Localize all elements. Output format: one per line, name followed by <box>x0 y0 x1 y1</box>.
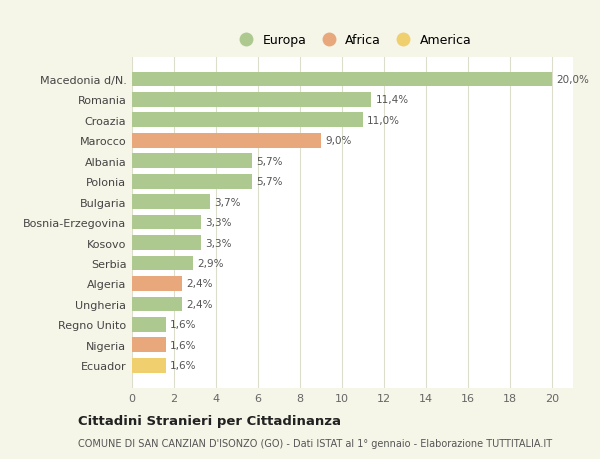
Bar <box>132 215 202 230</box>
Text: 3,3%: 3,3% <box>205 218 232 228</box>
Text: 1,6%: 1,6% <box>170 319 196 330</box>
Text: 2,4%: 2,4% <box>187 299 213 309</box>
Text: 5,7%: 5,7% <box>256 157 283 166</box>
Bar <box>132 174 252 189</box>
Text: 11,0%: 11,0% <box>367 116 400 126</box>
Text: COMUNE DI SAN CANZIAN D'ISONZO (GO) - Dati ISTAT al 1° gennaio - Elaborazione TU: COMUNE DI SAN CANZIAN D'ISONZO (GO) - Da… <box>78 438 552 448</box>
Bar <box>132 134 321 148</box>
Bar <box>132 73 552 87</box>
Text: Cittadini Stranieri per Cittadinanza: Cittadini Stranieri per Cittadinanza <box>78 414 341 428</box>
Bar <box>132 195 210 210</box>
Text: 1,6%: 1,6% <box>170 340 196 350</box>
Text: 2,9%: 2,9% <box>197 258 224 269</box>
Bar <box>132 317 166 332</box>
Legend: Europa, Africa, America: Europa, Africa, America <box>233 34 472 47</box>
Text: 11,4%: 11,4% <box>376 95 409 105</box>
Bar <box>132 338 166 353</box>
Bar <box>132 235 202 250</box>
Bar <box>132 113 363 128</box>
Text: 20,0%: 20,0% <box>556 75 589 85</box>
Text: 3,3%: 3,3% <box>205 238 232 248</box>
Text: 3,7%: 3,7% <box>214 197 241 207</box>
Bar <box>132 276 182 291</box>
Bar <box>132 93 371 107</box>
Bar <box>132 154 252 169</box>
Bar <box>132 297 182 312</box>
Text: 2,4%: 2,4% <box>187 279 213 289</box>
Text: 5,7%: 5,7% <box>256 177 283 187</box>
Bar <box>132 256 193 271</box>
Text: 9,0%: 9,0% <box>325 136 352 146</box>
Text: 1,6%: 1,6% <box>170 360 196 370</box>
Bar <box>132 358 166 373</box>
